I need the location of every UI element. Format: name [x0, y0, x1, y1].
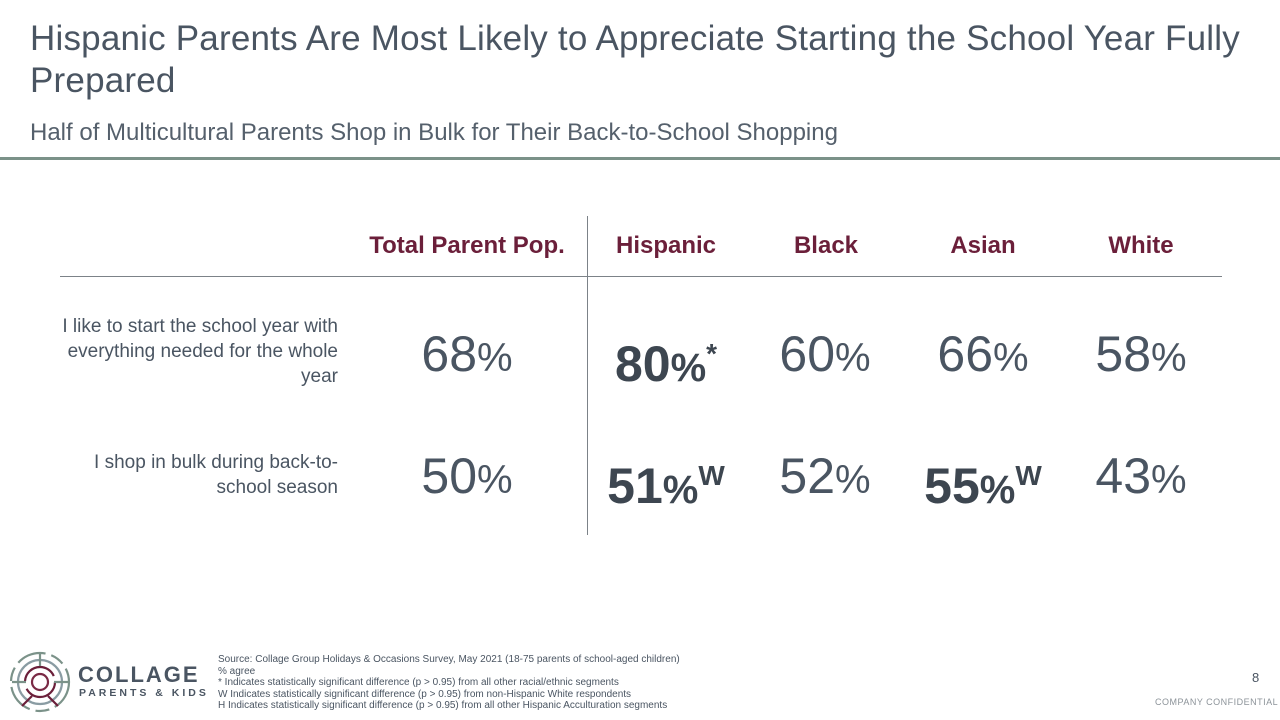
page-number: 8 [1252, 670, 1260, 685]
cell-value: 43 [1095, 448, 1152, 504]
slide-subtitle: Half of Multicultural Parents Shop in Bu… [30, 119, 838, 146]
cell-value: 60 [779, 326, 836, 382]
cell-black-row2: 52% [745, 446, 905, 506]
cell-unit: % [835, 336, 871, 380]
cell-unit: % [1151, 336, 1187, 380]
cell-unit: % [835, 458, 871, 502]
cell-value: 55 [924, 458, 980, 514]
confidential-label: COMPANY CONFIDENTIAL [1155, 697, 1279, 707]
significance-marker: W [698, 460, 725, 491]
footnote-metric: % agree [218, 665, 256, 677]
table-header-rule [60, 276, 1222, 277]
cell-black-row1: 60% [745, 324, 905, 384]
cell-hispanic-row2: 51%W [586, 446, 746, 514]
row-label-shop-in-bulk: I shop in bulk during back-to-school sea… [94, 452, 338, 498]
column-header-white: White [1108, 232, 1174, 259]
column-header-black: Black [793, 232, 859, 259]
cell-unit: % [1151, 458, 1187, 502]
significance-marker: * [706, 338, 718, 369]
cell-asian-row1: 66% [903, 324, 1063, 384]
cell-value: 52 [779, 448, 836, 504]
footnote-w: W Indicates statistically significant di… [218, 688, 632, 700]
cell-value: 58 [1095, 326, 1152, 382]
cell-unit: % [477, 336, 513, 380]
row-label-start-school-year: I like to start the school year with eve… [62, 316, 338, 387]
cell-white-row2: 43% [1061, 446, 1221, 506]
cell-value: 68 [421, 326, 478, 382]
footnote-h: H Indicates statistically significant di… [218, 700, 668, 712]
cell-value: 66 [937, 326, 994, 382]
cell-unit: % [979, 468, 1016, 512]
collage-logo-icon [9, 651, 71, 713]
footnote-source: Source: Collage Group Holidays & Occasio… [218, 654, 680, 665]
cell-asian-row2: 55%W [903, 446, 1063, 514]
cell-unit: % [993, 336, 1029, 380]
footnotes: Source: Collage Group Holidays & Occasio… [218, 654, 1158, 712]
cell-value: 51 [607, 458, 663, 514]
footnote-asterisk: * Indicates statistically significant di… [218, 677, 619, 689]
cell-value: 50 [421, 448, 478, 504]
logo-tagline: PARENTS & KIDS [79, 687, 209, 699]
column-header-total: Total Parent Pop. [369, 232, 565, 259]
column-header-asian: Asian [950, 232, 1016, 259]
logo-wordmark: COLLAGE [78, 662, 200, 687]
slide-title: Hispanic Parents Are Most Likely to Appr… [30, 19, 1240, 100]
cell-total-row1: 68% [387, 324, 547, 384]
column-header-hispanic: Hispanic [615, 232, 717, 259]
header-divider [0, 157, 1280, 160]
cell-unit: % [670, 346, 707, 390]
cell-value: 80 [614, 336, 671, 392]
cell-unit: % [477, 458, 513, 502]
table-vertical-rule [587, 216, 588, 535]
cell-total-row2: 50% [387, 446, 547, 506]
cell-white-row1: 58% [1061, 324, 1221, 384]
cell-hispanic-row1: 80%* [586, 324, 746, 392]
significance-marker: W [1015, 460, 1042, 491]
cell-unit: % [662, 468, 699, 512]
